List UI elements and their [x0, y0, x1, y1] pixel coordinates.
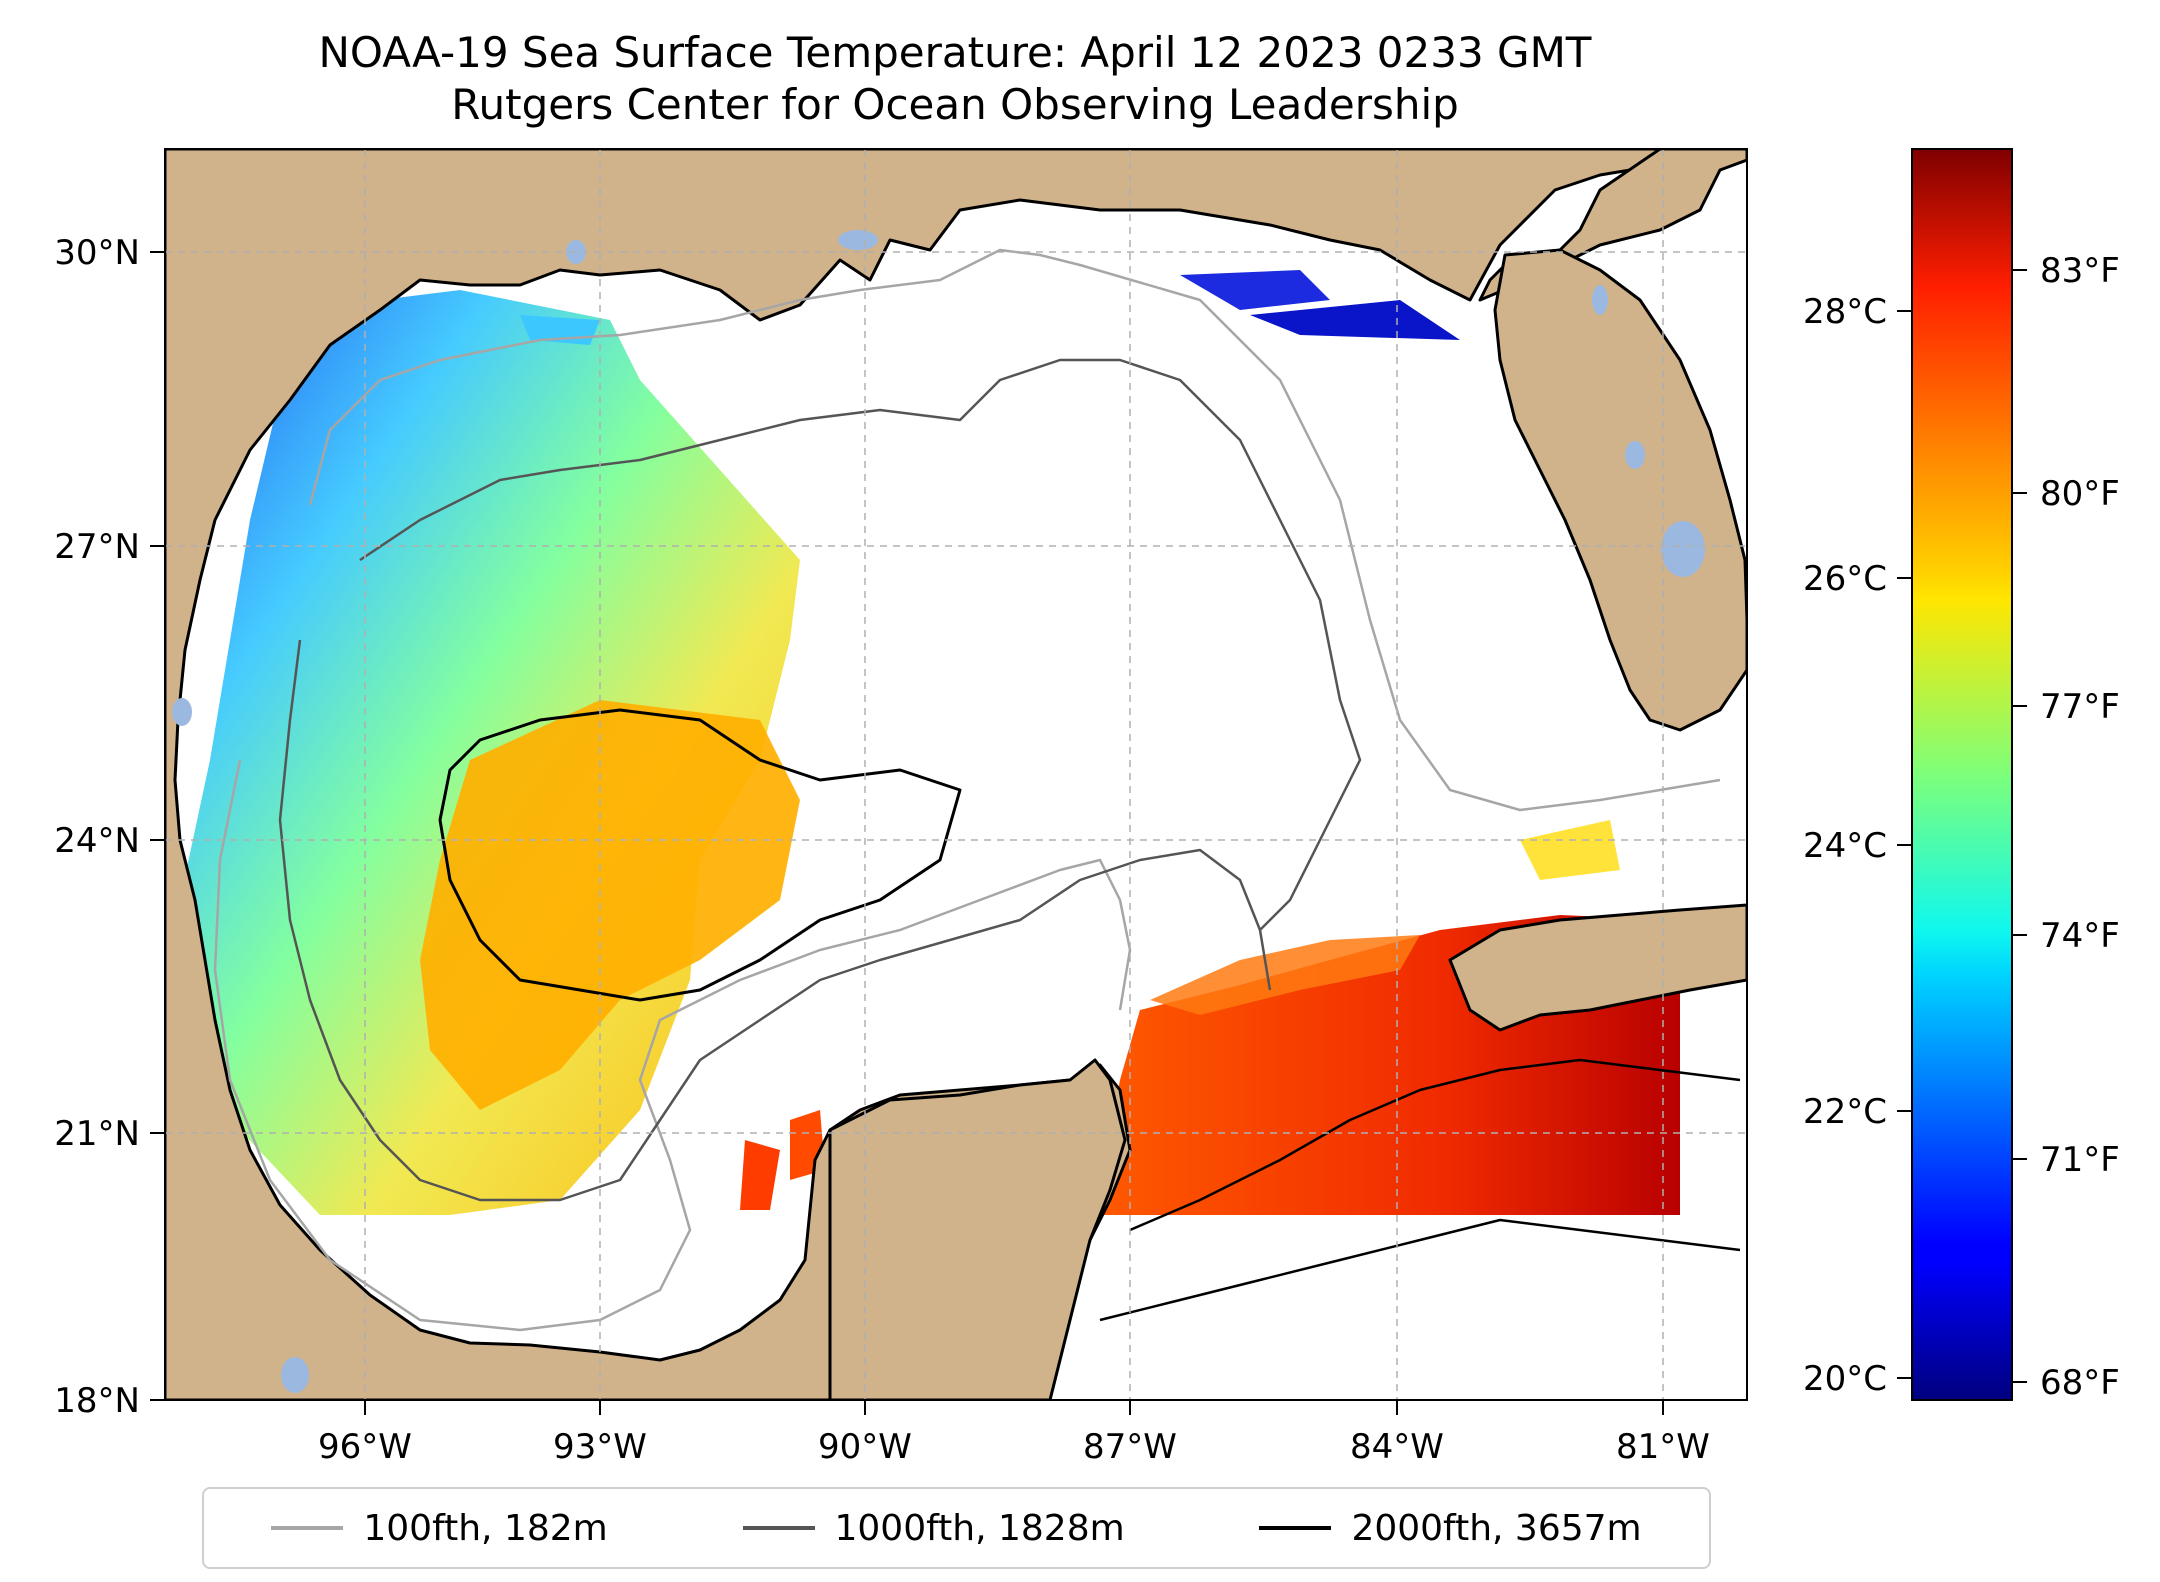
legend-item-2000fth: 2000fth, 3657m: [1259, 1507, 1642, 1549]
bathymetry-legend: 100fth, 182m 1000fth, 1828m 2000fth, 365…: [202, 1487, 1711, 1569]
legend-label-2000fth: 2000fth, 3657m: [1351, 1507, 1642, 1549]
lon-tick-93w: 93°W: [553, 1427, 647, 1467]
colorbar-gradient: [1911, 148, 2013, 1401]
lake-okeechobee: [1661, 521, 1705, 577]
lon-tick-96w: 96°W: [318, 1427, 412, 1467]
land-layer: [165, 149, 1747, 1400]
lake-pontchartrain: [838, 230, 878, 250]
legend-swatch-2000fth: [1259, 1526, 1332, 1530]
cbar-f-83: 83°F: [2040, 251, 2120, 291]
cbar-f-80: 80°F: [2040, 474, 2120, 514]
lake-texas: [566, 240, 586, 264]
contour-2000fth-caribbean: [1099, 1058, 1741, 1322]
cbar-c-20: 20°C: [1803, 1359, 1887, 1399]
cbar-c-26: 26°C: [1803, 559, 1887, 599]
sst-patch-bay-of-campeche-2: [740, 1140, 780, 1210]
lake-florida: [1625, 441, 1645, 469]
sst-patch-northern-shelf: [1180, 270, 1330, 310]
contour-1000fth: [278, 358, 1362, 1202]
cbar-c-28: 28°C: [1803, 292, 1887, 332]
colorbar: 28°C 26°C 24°C 22°C 20°C 83°F 80°F 77°F …: [1803, 148, 2120, 1403]
lagoon-laguna-madre: [172, 698, 192, 726]
lon-axis: 96°W 93°W 90°W 87°W 84°W 81°W: [318, 1400, 1710, 1467]
lat-tick-27n: 27°N: [54, 527, 140, 567]
legend-item-1000fth: 1000fth, 1828m: [742, 1507, 1125, 1549]
legend-label-100fth: 100fth, 182m: [363, 1507, 608, 1549]
sst-patch-east: [1520, 820, 1620, 880]
lake-mexico: [281, 1357, 309, 1393]
contour-100fth: [213, 248, 1721, 1332]
sst-patch-northern-shelf-2: [1250, 300, 1460, 340]
lake-florida-2: [1592, 285, 1608, 315]
land-florida-peninsula: [1493, 248, 1747, 732]
cbar-c-24: 24°C: [1803, 826, 1887, 866]
lon-tick-87w: 87°W: [1083, 1427, 1177, 1467]
lat-axis: 30°N 27°N 24°N 21°N 18°N: [54, 233, 165, 1421]
cbar-f-68: 68°F: [2040, 1363, 2120, 1403]
contour-2000fth: [438, 708, 962, 1002]
map-title: NOAA-19 Sea Surface Temperature: April 1…: [318, 28, 1592, 77]
inland-water-layer: [172, 230, 1705, 1393]
legend-swatch-100fth: [271, 1526, 344, 1530]
legend-swatch-1000fth: [742, 1526, 815, 1530]
lat-tick-18n: 18°N: [54, 1381, 140, 1421]
sst-swath-central-gulf: [420, 700, 800, 1110]
map-subtitle: Rutgers Center for Ocean Observing Leade…: [451, 80, 1459, 129]
cbar-f-74: 74°F: [2040, 916, 2120, 956]
lon-tick-90w: 90°W: [818, 1427, 912, 1467]
lat-tick-21n: 21°N: [54, 1114, 140, 1154]
lat-tick-30n: 30°N: [54, 233, 140, 273]
legend-label-1000fth: 1000fth, 1828m: [834, 1507, 1125, 1549]
map-frame: [164, 148, 1748, 1401]
cbar-c-22: 22°C: [1803, 1092, 1887, 1132]
lat-tick-24n: 24°N: [54, 821, 140, 861]
cbar-f-71: 71°F: [2040, 1140, 2120, 1180]
sst-swath-loop-current: [1150, 935, 1420, 1015]
lon-tick-81w: 81°W: [1616, 1427, 1710, 1467]
lon-tick-84w: 84°W: [1350, 1427, 1444, 1467]
bathymetry-contours: [213, 248, 1741, 1332]
land-yucatan: [828, 1058, 1127, 1400]
graticule: [165, 149, 1747, 1400]
cbar-f-77: 77°F: [2040, 687, 2120, 727]
land-cuba: [1448, 903, 1747, 1032]
legend-item-100fth: 100fth, 182m: [271, 1507, 608, 1549]
